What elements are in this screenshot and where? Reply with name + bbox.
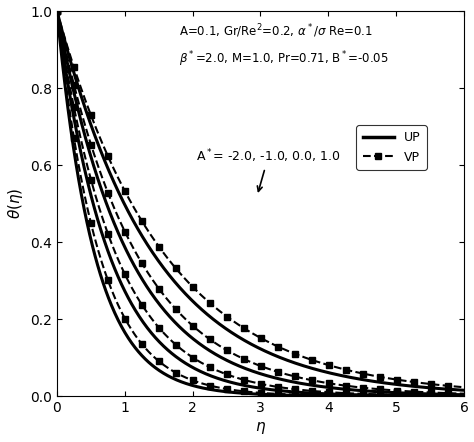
Text: $\beta^*$=2.0, M=1.0, Pr=0.71, B$^*$=-0.05: $\beta^*$=2.0, M=1.0, Pr=0.71, B$^*$=-0.… [179, 50, 389, 69]
Text: A$^*$= -2.0, -1.0, 0.0, 1.0: A$^*$= -2.0, -1.0, 0.0, 1.0 [196, 148, 341, 191]
Text: A=0.1, Gr/Re$^2$=0.2, $\alpha^*$/$\sigma$ Re=0.1: A=0.1, Gr/Re$^2$=0.2, $\alpha^*$/$\sigma… [179, 23, 373, 40]
Legend: UP, VP: UP, VP [356, 125, 427, 170]
Y-axis label: $\theta(\eta)$: $\theta(\eta)$ [6, 188, 25, 219]
X-axis label: $\eta$: $\eta$ [255, 420, 266, 436]
